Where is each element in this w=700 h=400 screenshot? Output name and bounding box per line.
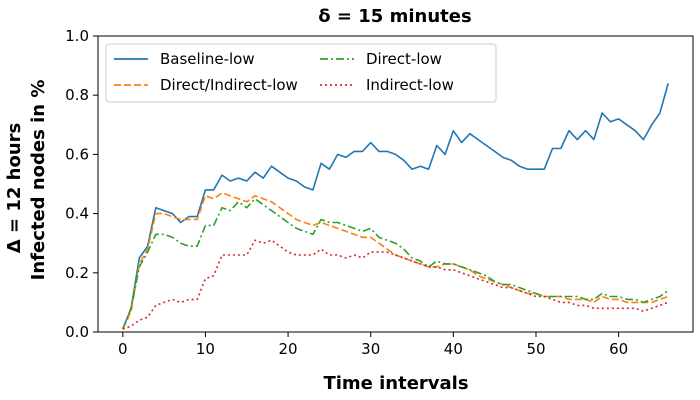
x-axis-label: Time intervals bbox=[323, 373, 468, 394]
y-axis-label: Δ = 12 hours Infected nodes in % bbox=[4, 80, 49, 281]
legend-label: Direct-low bbox=[366, 50, 442, 68]
y-axis-label-line-1: Δ = 12 hours bbox=[4, 123, 25, 253]
legend: Baseline-low Direct/Indirect-low Direct-lo… bbox=[105, 43, 497, 103]
legend-items: Baseline-low Direct/Indirect-low Direct-lo… bbox=[114, 50, 454, 94]
series-line-indirect-low bbox=[122, 239, 669, 330]
x-tick-label: 10 bbox=[196, 340, 215, 358]
x-tick-label: 0 bbox=[118, 340, 128, 358]
y-tick-label: 0.4 bbox=[65, 205, 89, 223]
legend-box bbox=[105, 43, 497, 103]
y-tick-label: 0.2 bbox=[65, 264, 89, 282]
legend-label: Direct/Indirect-low bbox=[160, 76, 298, 94]
series-line-direct-low bbox=[122, 198, 669, 330]
x-tick-label: 40 bbox=[444, 340, 463, 358]
x-tick-label: 50 bbox=[526, 340, 545, 358]
x-axis-ticks: 0 10 20 30 40 50 60 bbox=[118, 332, 628, 358]
x-tick-label: 60 bbox=[609, 340, 628, 358]
legend-label: Indirect-low bbox=[366, 76, 454, 94]
y-tick-label: 0.0 bbox=[65, 323, 89, 341]
y-axis-ticks: 0.0 0.2 0.4 0.6 0.8 1.0 bbox=[65, 27, 98, 341]
x-tick-label: 30 bbox=[361, 340, 380, 358]
series-line-direct-indirect-low bbox=[122, 192, 669, 330]
legend-label: Baseline-low bbox=[160, 50, 255, 68]
y-tick-label: 1.0 bbox=[65, 27, 89, 45]
y-tick-label: 0.6 bbox=[65, 145, 89, 163]
y-axis-label-line-2: Infected nodes in % bbox=[28, 80, 49, 281]
x-tick-label: 20 bbox=[279, 340, 298, 358]
series-layer bbox=[122, 83, 669, 330]
chart-title: δ = 15 minutes bbox=[318, 6, 471, 27]
y-tick-label: 0.8 bbox=[65, 86, 89, 104]
plot-frame bbox=[97, 35, 694, 333]
series-line-baseline-low bbox=[122, 83, 669, 330]
